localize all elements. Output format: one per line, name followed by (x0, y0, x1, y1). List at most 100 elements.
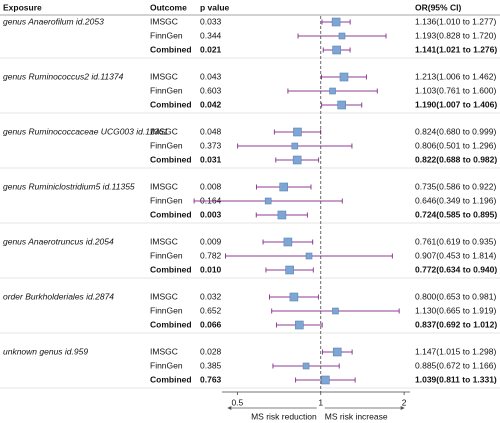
p-value: 0.010 (200, 264, 222, 274)
or-label: 0.837(0.692 to 1.012) (415, 319, 497, 329)
exposure: genus Ruminococcaceae UCG003 id.11361 (3, 126, 168, 136)
or-label: 1.136(1.010 to 1.277) (415, 16, 496, 26)
header: Exposure (3, 2, 42, 12)
header: Outcome (150, 2, 187, 12)
p-value: 0.373 (200, 140, 222, 150)
or-marker (279, 182, 289, 192)
x-tick-label: 2 (402, 397, 407, 407)
outcome: Combined (150, 99, 192, 109)
or-marker (302, 362, 310, 370)
outcome: Combined (150, 319, 192, 329)
p-value: 0.008 (200, 181, 222, 191)
or-marker (332, 347, 342, 357)
x-tick-label: 0.5 (231, 397, 243, 407)
p-value: 0.782 (200, 250, 222, 260)
or-label: 1.130(0.665 to 1.919) (415, 305, 496, 315)
or-label: 1.213(1.006 to 1.462) (415, 71, 496, 81)
p-value: 0.603 (200, 85, 222, 95)
p-value: 0.003 (200, 209, 222, 219)
or-marker (292, 155, 302, 165)
outcome: Combined (150, 264, 192, 274)
p-value: 0.042 (200, 99, 222, 109)
exposure: genus Anaerotruncus id.2054 (3, 236, 114, 246)
p-value: 0.032 (200, 291, 222, 301)
or-label: 0.824(0.680 to 0.999) (415, 126, 496, 136)
outcome: Combined (150, 209, 192, 219)
outcome: FinnGen (150, 85, 183, 95)
or-label: 1.103(0.761 to 1.600) (415, 85, 496, 95)
or-marker (339, 72, 349, 82)
or-label: 1.190(1.007 to 1.406) (415, 99, 497, 109)
or-marker (321, 375, 330, 385)
or-label: 0.806(0.501 to 1.296) (415, 140, 496, 150)
outcome: IMSGC (150, 346, 178, 356)
or-marker (277, 210, 287, 220)
x-tick-label: 1 (318, 397, 323, 407)
x-label-right: MS risk increase (325, 411, 388, 421)
or-label: 1.193(0.828 to 1.720) (415, 30, 496, 40)
or-marker (283, 237, 293, 247)
p-value: 0.164 (200, 195, 222, 205)
outcome: FinnGen (150, 140, 183, 150)
outcome: FinnGen (150, 305, 183, 315)
p-value: 0.344 (200, 30, 222, 40)
p-value: 0.066 (200, 319, 222, 329)
p-value: 0.048 (200, 126, 222, 136)
or-marker (332, 307, 339, 315)
exposure: order Burkholderiales id.2874 (3, 291, 114, 301)
outcome: Combined (150, 374, 192, 384)
or-label: 0.885(0.672 to 1.166) (415, 360, 496, 370)
or-marker (264, 197, 272, 205)
or-marker (329, 87, 336, 95)
outcome: Combined (150, 44, 192, 54)
outcome: IMSGC (150, 291, 178, 301)
or-marker (285, 265, 294, 275)
p-value: 0.009 (200, 236, 222, 246)
p-value: 0.043 (200, 71, 222, 81)
p-value: 0.021 (200, 44, 222, 54)
or-label: 1.039(0.811 to 1.331) (415, 374, 497, 384)
or-label: 1.141(1.021 to 1.276) (415, 44, 497, 54)
p-value: 0.385 (200, 360, 222, 370)
p-value: 0.033 (200, 16, 222, 26)
or-label: 0.907(0.453 to 1.814) (415, 250, 496, 260)
header: p value (200, 2, 230, 12)
or-label: 0.646(0.349 to 1.196) (415, 195, 496, 205)
x-label-left: MS risk reduction (251, 411, 317, 421)
outcome: FinnGen (150, 30, 183, 40)
or-marker (332, 45, 341, 55)
exposure: genus Ruminococcus2 id.11374 (3, 71, 124, 81)
exposure: genus Anaerofilum id.2053 (3, 16, 104, 26)
outcome: FinnGen (150, 250, 183, 260)
outcome: IMSGC (150, 71, 178, 81)
or-label: 0.772(0.634 to 0.940) (415, 264, 497, 274)
outcome: FinnGen (150, 195, 183, 205)
or-label: 0.735(0.586 to 0.922) (415, 181, 496, 191)
p-value: 0.031 (200, 154, 222, 164)
outcome: IMSGC (150, 126, 178, 136)
or-marker (331, 17, 341, 27)
header: OR(95% CI) (415, 2, 461, 12)
outcome: FinnGen (150, 360, 183, 370)
exposure: unknown genus id.959 (3, 346, 88, 356)
or-label: 0.822(0.688 to 0.982) (415, 154, 497, 164)
p-value: 0.652 (200, 305, 222, 315)
or-marker (291, 142, 299, 150)
or-label: 0.800(0.653 to 0.981) (415, 291, 496, 301)
or-marker (293, 127, 302, 137)
or-label: 1.147(1.015 to 1.298) (415, 346, 496, 356)
or-label: 0.761(0.619 to 0.935) (415, 236, 496, 246)
p-value: 0.028 (200, 346, 222, 356)
outcome: IMSGC (150, 16, 178, 26)
or-marker (337, 100, 346, 110)
or-marker (295, 320, 304, 330)
outcome: IMSGC (150, 181, 178, 191)
or-label: 0.724(0.585 to 0.895) (415, 209, 497, 219)
outcome: IMSGC (150, 236, 178, 246)
or-marker (289, 292, 299, 302)
or-marker (338, 32, 346, 40)
outcome: Combined (150, 154, 192, 164)
p-value: 0.763 (200, 374, 222, 384)
exposure: genus Ruminiclostridium5 id.11355 (3, 181, 135, 191)
